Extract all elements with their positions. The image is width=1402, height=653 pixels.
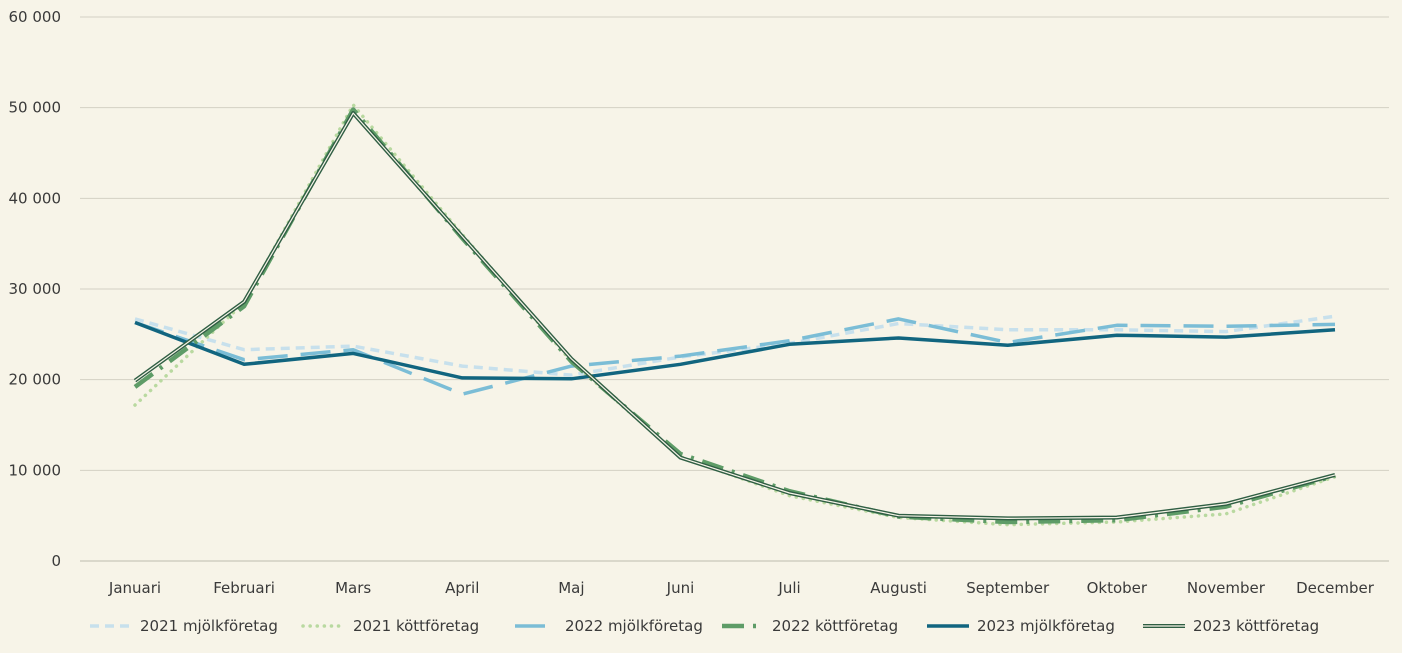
x-tick-label: Juli	[777, 579, 800, 597]
legend-label: 2021 köttföretag	[353, 617, 479, 635]
x-axis-ticks: Januari Februari Mars April Maj Juni Juli Augus…	[108, 579, 1375, 597]
legend-label: 2021 mjölkföretag	[140, 617, 278, 635]
y-axis-ticks: 0 10 000 20 000 30 000 40 000 50 000 60 000	[9, 8, 62, 570]
x-tick-label: Juni	[666, 579, 695, 597]
series-line-2023-mjölkföretag	[134, 320, 1336, 381]
legend: 2021 mjölkföretag 2021 köttföretag 2022 mj…	[90, 617, 1319, 635]
x-tick-label: September	[966, 579, 1050, 597]
y-tick-label: 20 000	[9, 371, 62, 389]
series-line-2022-mjölkföretag	[134, 317, 1336, 396]
legend-label: 2023 köttföretag	[1193, 617, 1319, 635]
x-tick-label: Maj	[558, 579, 584, 597]
y-tick-label: 40 000	[9, 189, 62, 207]
legend-item-2023-mjölkföretag: 2023 mjölkföretag	[927, 617, 1115, 635]
x-tick-label: Oktober	[1087, 579, 1148, 597]
x-tick-label: December	[1296, 579, 1375, 597]
series-line-inner-2023-köttföretag	[134, 112, 1336, 520]
y-tick-label: 50 000	[9, 99, 62, 117]
x-tick-label: Januari	[108, 579, 161, 597]
x-tick-label: November	[1187, 579, 1266, 597]
series-line-2021-mjölkföretag	[134, 314, 1336, 377]
legend-item-2022-köttföretag: 2022 köttföretag	[722, 617, 898, 635]
grid-layer	[80, 16, 1389, 562]
legend-label: 2023 mjölkföretag	[977, 617, 1115, 635]
series-line-2022-köttföretag	[133, 107, 1336, 525]
x-tick-label: Augusti	[870, 579, 927, 597]
series-line-2021-köttföretag	[133, 103, 1337, 527]
legend-item-2022-mjölkföretag: 2022 mjölkföretag	[515, 617, 703, 635]
y-tick-label: 10 000	[9, 461, 62, 479]
y-tick-label: 30 000	[9, 280, 62, 298]
y-tick-label: 60 000	[9, 8, 62, 26]
legend-label: 2022 mjölkföretag	[565, 617, 703, 635]
x-tick-label: April	[445, 579, 479, 597]
legend-label: 2022 köttföretag	[772, 617, 898, 635]
y-tick-label: 0	[51, 552, 61, 570]
series-layer	[133, 103, 1337, 527]
legend-item-2023-köttföretag: 2023 köttföretag	[1143, 617, 1319, 635]
legend-item-2021-mjölkföretag: 2021 mjölkföretag	[90, 617, 278, 635]
x-tick-label: Mars	[335, 579, 371, 597]
legend-item-2021-köttföretag: 2021 köttföretag	[301, 617, 479, 635]
x-tick-label: Februari	[213, 579, 275, 597]
